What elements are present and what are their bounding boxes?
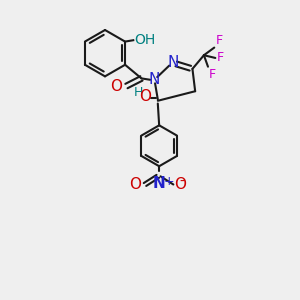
Text: +: + (164, 175, 174, 188)
Text: N: N (148, 72, 159, 87)
Text: F: F (217, 52, 224, 64)
Text: O: O (129, 177, 141, 192)
Text: F: F (215, 34, 223, 47)
Text: O: O (110, 79, 122, 94)
Text: -: - (179, 175, 184, 189)
Text: OH: OH (135, 33, 156, 47)
Text: O: O (174, 177, 186, 192)
Text: N: N (153, 176, 166, 190)
Text: F: F (208, 68, 216, 81)
Text: H: H (134, 85, 143, 98)
Text: O: O (139, 89, 151, 104)
Text: N: N (167, 56, 178, 70)
